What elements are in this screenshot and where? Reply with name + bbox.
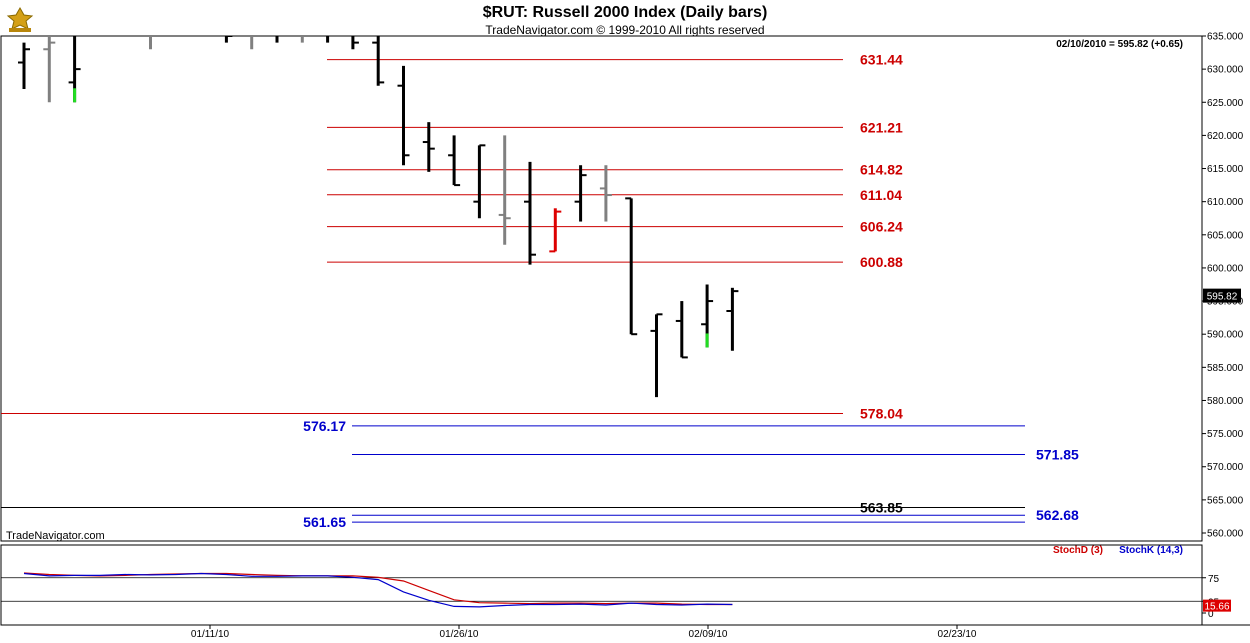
- ohlc-bar: [625, 197, 638, 336]
- stochastic-panel: [0, 544, 1203, 626]
- level-label: 621.21: [860, 119, 903, 135]
- x-tick-label: 02/09/10: [689, 629, 728, 640]
- watermark-text: TradeNavigator.com: [6, 530, 105, 542]
- ohlc-bar: [473, 144, 486, 219]
- y-tick-label: 565.000: [1207, 495, 1244, 506]
- ohlc-bar: [351, 36, 359, 50]
- level-label: 600.88: [860, 254, 903, 270]
- y-tick-label: 635.000: [1207, 32, 1244, 43]
- series-line: [23, 572, 733, 608]
- y-tick-label: 620.000: [1207, 131, 1244, 142]
- ohlc-bar: [397, 65, 410, 166]
- last-price-box: [1203, 288, 1241, 303]
- ohlc-bar: [43, 36, 56, 103]
- stoch-last-box: [1203, 599, 1231, 612]
- level-label: 576.17: [303, 418, 346, 434]
- ohlc-bar: [498, 135, 511, 245]
- y-tick-label: 560.000: [1207, 529, 1244, 540]
- level-label: 614.82: [860, 162, 903, 178]
- ohlc-bar: [448, 135, 461, 187]
- ohlc-bar: [574, 165, 587, 222]
- ohlc-bar: [372, 36, 385, 86]
- y-tick-label: 600.000: [1207, 263, 1244, 274]
- ohlc-bar: [422, 122, 435, 172]
- ohlc-bar: [149, 36, 152, 50]
- ohlc-bar: [524, 161, 536, 265]
- last-price-label: 595.82: [1207, 292, 1238, 303]
- ohlc-bar: [18, 42, 30, 90]
- chart-subtitle: TradeNavigator.com © 1999-2010 All right…: [485, 23, 765, 37]
- level-label: 571.85: [1036, 446, 1079, 462]
- ohlc-bar: [650, 313, 663, 398]
- ohlc-bar: [599, 165, 612, 222]
- quote-readout: 02/10/2010 = 595.82 (+0.65): [1056, 39, 1183, 50]
- y-tick-label: 570.000: [1207, 462, 1244, 473]
- stoch-last-label: 15.66: [1204, 602, 1229, 613]
- y-tick-label: 585.000: [1207, 363, 1244, 374]
- y-tick-label: 605.000: [1207, 230, 1244, 241]
- level-label: 563.85: [860, 499, 903, 515]
- ohlc-bar: [68, 36, 81, 103]
- level-label: 561.65: [303, 514, 346, 530]
- ohlc-bar: [250, 36, 254, 50]
- level-label: 562.68: [1036, 507, 1079, 523]
- legend-stochd: StochD (3): [1053, 545, 1103, 556]
- ohlc-bar: [675, 301, 688, 359]
- y-tick-label: 615.000: [1207, 164, 1244, 175]
- price-panel: [0, 35, 1203, 542]
- y-tick-label: 630.000: [1207, 65, 1244, 76]
- y-tick-label: 0: [1208, 609, 1214, 620]
- ohlc-bar: [701, 284, 714, 348]
- x-tick-label: 01/26/10: [440, 629, 479, 640]
- level-label: 578.04: [860, 405, 903, 421]
- legend-stochk: StochK (14,3): [1119, 545, 1183, 556]
- x-tick-label: 02/23/10: [938, 629, 977, 640]
- level-label: 611.04: [860, 187, 902, 203]
- level-label: 606.24: [860, 219, 903, 235]
- price-bars: [18, 36, 739, 398]
- stochastic-lines: [23, 572, 733, 608]
- tradenavigator-logo-icon[interactable]: [3, 5, 37, 35]
- y-tick-label: 590.000: [1207, 330, 1244, 341]
- x-tick-label: 01/11/10: [191, 629, 230, 640]
- y-tick-label: 625.000: [1207, 98, 1244, 109]
- chart-title: $RUT: Russell 2000 Index (Daily bars): [482, 4, 768, 21]
- level-label: 631.44: [860, 52, 903, 68]
- ohlc-bar: [549, 208, 562, 253]
- y-tick-label: 610.000: [1207, 197, 1244, 208]
- ohlc-bar: [726, 287, 739, 351]
- y-tick-label: 75: [1208, 574, 1220, 585]
- y-tick-label: 575.000: [1207, 429, 1244, 440]
- y-tick-label: 580.000: [1207, 396, 1244, 407]
